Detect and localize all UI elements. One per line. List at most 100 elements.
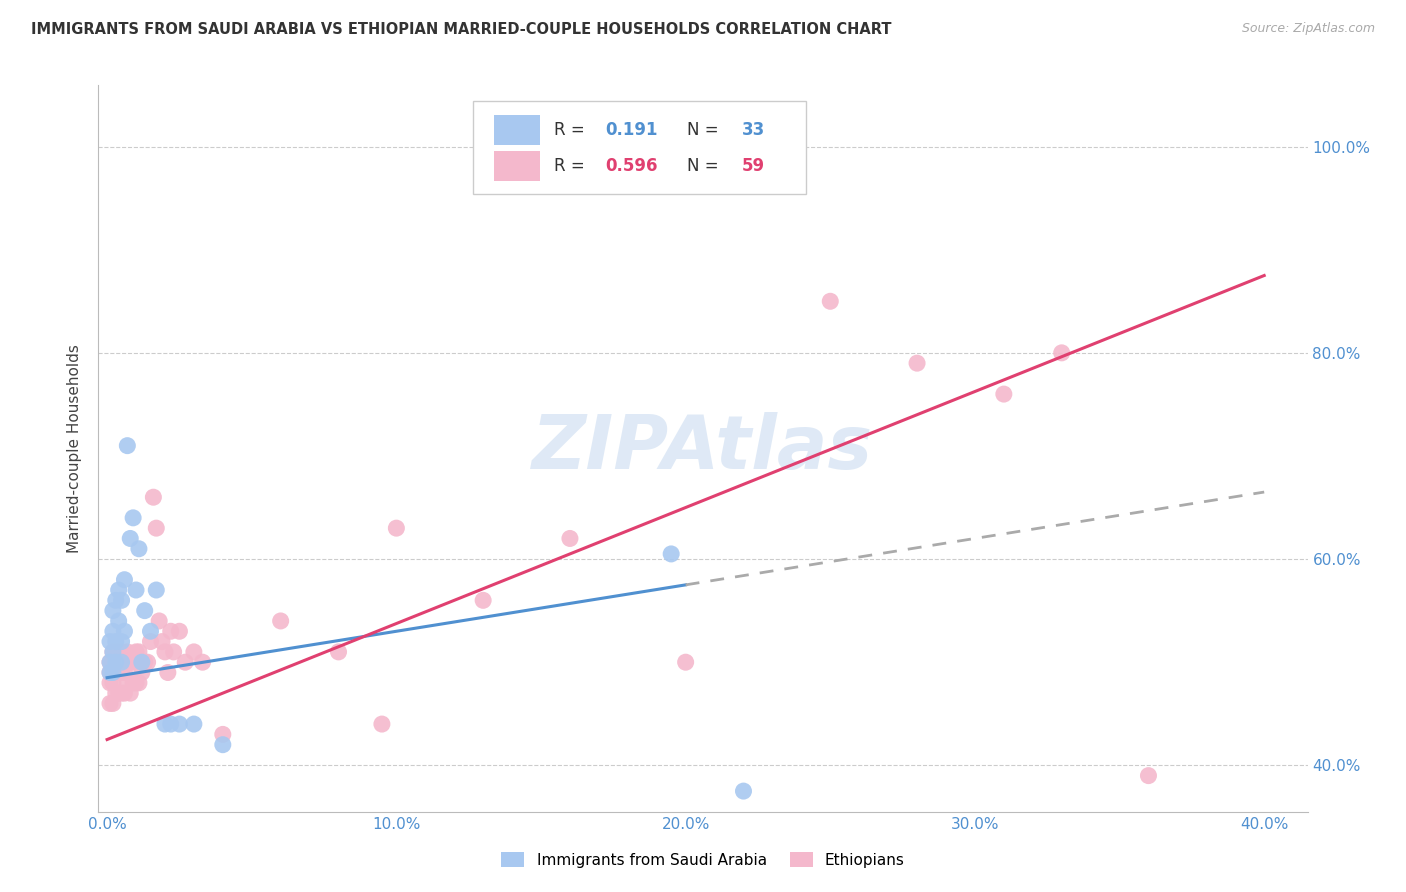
Point xyxy=(211,738,233,752)
Point xyxy=(110,665,132,680)
Point xyxy=(104,634,127,648)
Point xyxy=(183,717,205,731)
Point xyxy=(136,655,159,669)
Point xyxy=(101,665,124,680)
Point xyxy=(169,717,191,731)
Point xyxy=(371,717,394,731)
Point xyxy=(104,686,127,700)
Point xyxy=(122,511,145,525)
Text: 0.596: 0.596 xyxy=(605,157,658,175)
Point xyxy=(104,655,127,669)
Text: 33: 33 xyxy=(742,120,765,139)
Point xyxy=(107,686,129,700)
FancyBboxPatch shape xyxy=(494,151,540,181)
Point xyxy=(145,521,167,535)
Legend: Immigrants from Saudi Arabia, Ethiopians: Immigrants from Saudi Arabia, Ethiopians xyxy=(495,846,911,873)
Point xyxy=(101,624,124,639)
Text: R =: R = xyxy=(554,120,591,139)
Point xyxy=(385,521,408,535)
Point xyxy=(128,645,150,659)
Point xyxy=(117,675,139,690)
Point xyxy=(101,645,124,659)
Point xyxy=(558,532,581,546)
Point xyxy=(104,645,127,659)
Point xyxy=(1137,769,1160,783)
Point xyxy=(169,624,191,639)
Point xyxy=(101,645,124,659)
Text: N =: N = xyxy=(688,157,724,175)
Point xyxy=(110,634,132,648)
Point xyxy=(733,784,755,798)
Y-axis label: Married-couple Households: Married-couple Households xyxy=(67,343,83,553)
Point xyxy=(104,665,127,680)
Point xyxy=(101,665,124,680)
Point xyxy=(328,645,350,659)
Point xyxy=(101,655,124,669)
Point xyxy=(159,624,181,639)
Point xyxy=(128,675,150,690)
Point xyxy=(211,727,233,741)
Point xyxy=(107,645,129,659)
Point xyxy=(114,686,136,700)
Text: 59: 59 xyxy=(742,157,765,175)
Point xyxy=(117,439,139,453)
Point xyxy=(156,665,179,680)
Point xyxy=(820,294,842,309)
Point xyxy=(107,665,129,680)
Point xyxy=(98,655,121,669)
Point xyxy=(120,655,142,669)
Point xyxy=(148,614,170,628)
Point xyxy=(125,645,148,659)
Point xyxy=(114,573,136,587)
Point xyxy=(150,634,173,648)
Point xyxy=(183,645,205,659)
Point xyxy=(98,675,121,690)
Point xyxy=(114,665,136,680)
Point xyxy=(159,717,181,731)
Point xyxy=(110,645,132,659)
Point xyxy=(101,675,124,690)
Point xyxy=(659,547,682,561)
Text: IMMIGRANTS FROM SAUDI ARABIA VS ETHIOPIAN MARRIED-COUPLE HOUSEHOLDS CORRELATION : IMMIGRANTS FROM SAUDI ARABIA VS ETHIOPIA… xyxy=(31,22,891,37)
Point xyxy=(993,387,1015,401)
Point xyxy=(110,686,132,700)
Text: ZIPAtlas: ZIPAtlas xyxy=(533,412,873,484)
Point xyxy=(101,604,124,618)
Point xyxy=(675,655,697,669)
Point xyxy=(270,614,292,628)
Point xyxy=(131,655,153,669)
Point xyxy=(107,614,129,628)
Text: 0.191: 0.191 xyxy=(605,120,658,139)
Point xyxy=(142,490,165,504)
Point xyxy=(125,582,148,597)
Point xyxy=(110,593,132,607)
Point xyxy=(1050,346,1073,360)
Point xyxy=(128,541,150,556)
Point xyxy=(98,697,121,711)
Point xyxy=(139,634,162,648)
Point xyxy=(98,665,121,680)
Point xyxy=(145,582,167,597)
Point xyxy=(162,645,184,659)
Point xyxy=(98,655,121,669)
Point xyxy=(153,645,176,659)
Point xyxy=(98,634,121,648)
Point xyxy=(139,624,162,639)
Point xyxy=(153,717,176,731)
Point xyxy=(134,655,156,669)
Point xyxy=(191,655,214,669)
Point xyxy=(131,665,153,680)
Point xyxy=(104,593,127,607)
Point xyxy=(120,686,142,700)
Point xyxy=(472,593,495,607)
FancyBboxPatch shape xyxy=(474,101,806,194)
Point xyxy=(174,655,197,669)
Point xyxy=(107,582,129,597)
Point xyxy=(122,675,145,690)
Text: Source: ZipAtlas.com: Source: ZipAtlas.com xyxy=(1241,22,1375,36)
Point xyxy=(122,655,145,669)
Point xyxy=(125,675,148,690)
Point xyxy=(114,624,136,639)
Point xyxy=(101,697,124,711)
FancyBboxPatch shape xyxy=(494,114,540,145)
